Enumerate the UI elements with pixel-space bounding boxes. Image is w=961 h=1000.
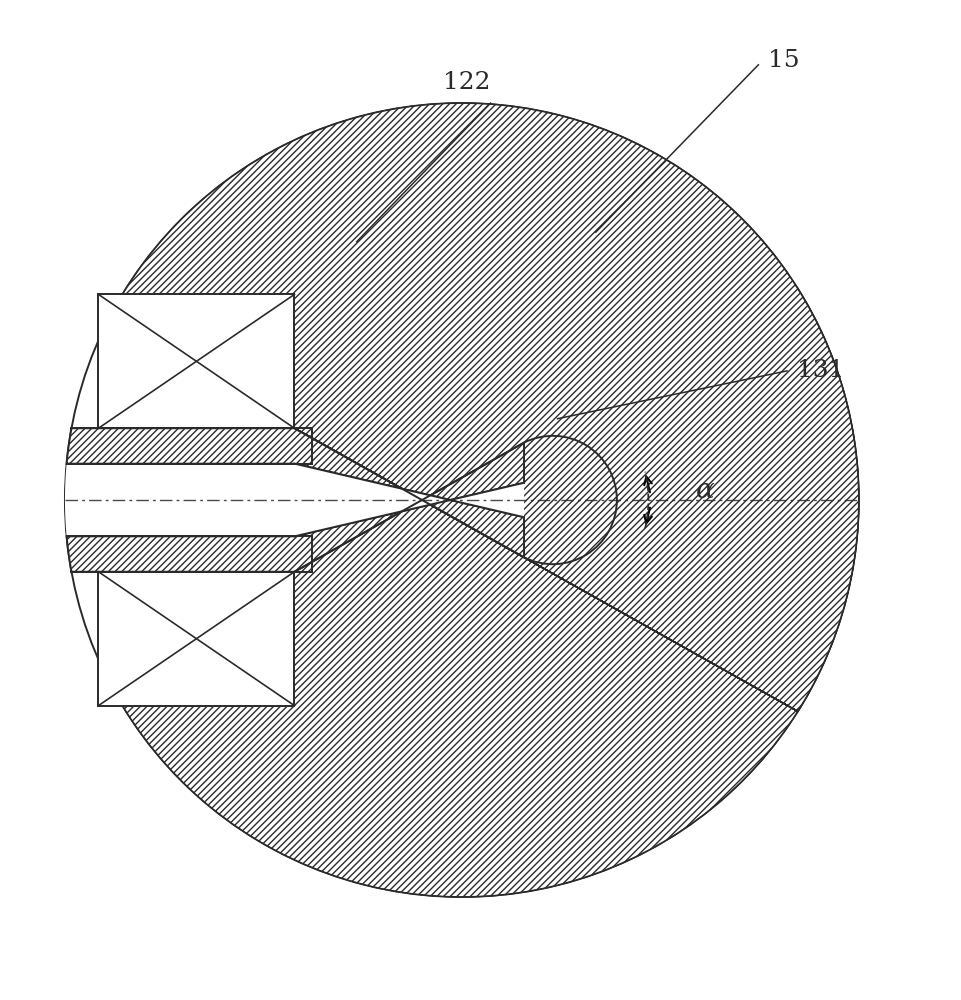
Polygon shape: [65, 464, 524, 536]
Polygon shape: [98, 572, 294, 706]
Text: 131: 131: [796, 359, 843, 382]
Text: 15: 15: [767, 49, 799, 72]
Polygon shape: [107, 103, 858, 711]
Text: 122: 122: [442, 71, 490, 94]
Polygon shape: [98, 294, 294, 428]
Polygon shape: [107, 289, 858, 897]
Text: α: α: [696, 477, 714, 504]
Polygon shape: [294, 464, 524, 536]
Polygon shape: [98, 572, 294, 706]
Polygon shape: [98, 294, 294, 428]
Polygon shape: [66, 428, 524, 557]
Polygon shape: [66, 443, 524, 572]
